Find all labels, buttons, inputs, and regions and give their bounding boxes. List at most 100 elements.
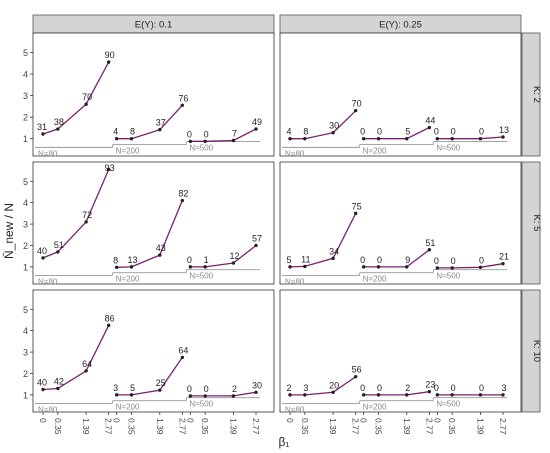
data-point [254,127,258,131]
y-tick-label: 5 [23,48,28,58]
data-label: 31 [37,122,47,132]
row-strip [521,32,541,157]
data-label: 0 [204,384,209,394]
panel-frame [279,32,522,157]
data-label: 70 [82,92,92,102]
data-label: 2 [232,384,237,394]
n-label: N=200 [363,147,387,156]
data-label: 90 [105,50,115,60]
data-label: 0 [360,383,365,393]
panel-frame [279,161,522,285]
data-point [478,393,483,397]
data-point [361,137,366,141]
data-point [129,137,134,141]
data-label: 82 [178,189,188,199]
x-tick-label: 2.77 [424,418,434,435]
data-label: 4 [113,127,118,137]
row-strip-label: K: 5 [531,215,542,232]
data-label: 0 [204,129,209,139]
x-tick-label: 0.35 [200,418,210,435]
x-tick-label: 0.35 [127,418,137,435]
n-label: N=500 [436,144,460,153]
series-line [190,244,257,268]
data-point [180,103,185,107]
data-point [353,108,358,113]
n-label: N=80 [285,149,305,158]
data-point [331,390,335,395]
series-line [42,325,110,391]
data-point [106,60,111,64]
data-label: 1 [204,255,209,265]
n-label: N=200 [116,403,140,412]
data-point [435,393,440,397]
data-label: 21 [499,252,509,262]
data-point [84,102,88,106]
data-label: 5 [286,255,291,265]
x-tick-label: 0.35 [300,418,310,435]
data-point [303,393,307,397]
data-point [203,139,207,144]
series-line [116,104,183,140]
data-point [129,393,134,397]
data-point [114,137,119,141]
y-tick-label: 1 [23,390,28,400]
y-tick-label: 5 [23,177,28,187]
column-strip-label: E(Y): 0.25 [379,20,422,31]
data-point [435,266,440,270]
data-point [288,393,292,397]
x-tick-label: 2.77 [104,418,114,435]
data-label: 0 [377,127,382,137]
y-tick-label: 4 [23,198,28,208]
row-strip-label: K: 2 [531,86,542,103]
data-label: 4 [286,127,291,137]
data-point [427,248,432,252]
data-point [353,211,358,216]
series-line [116,357,183,396]
data-point [331,130,335,135]
series-line [363,126,430,140]
column-strip-label: E(Y): 0.1 [135,20,173,31]
data-point [478,265,483,270]
data-label: 0 [187,384,192,394]
data-point [361,393,366,397]
data-label: 37 [156,118,166,128]
data-point [114,393,119,397]
data-label: 75 [352,201,362,211]
n-label: N=200 [363,275,387,284]
data-label: 0 [451,127,456,137]
data-label: 0 [479,383,484,393]
data-point [188,265,193,269]
data-point [180,355,185,360]
data-point [254,243,258,248]
n-label: N=500 [189,272,213,281]
data-label: 49 [252,117,262,127]
data-point [427,389,432,394]
row-strip-label: K: 10 [531,340,542,362]
data-label: 0 [479,255,484,265]
x-tick-label: 0.35 [53,418,63,435]
data-label: 2 [286,383,291,393]
data-label: 38 [54,117,64,127]
data-point [376,137,381,141]
data-point [501,135,505,139]
n-label: N=80 [38,405,58,414]
data-point [56,127,60,131]
data-label: 0 [479,127,484,137]
data-point [158,388,162,392]
data-point [203,265,207,269]
series-line [190,128,257,142]
data-label: 0 [451,383,456,393]
data-label: 56 [352,365,362,375]
y-tick-label: 4 [23,70,28,80]
data-point [56,250,60,254]
data-point [303,264,307,269]
data-label: 13 [499,125,509,135]
data-label: 0 [434,383,439,393]
data-label: 0 [434,127,439,137]
series-line [290,376,357,396]
series-line [190,391,257,397]
data-point [41,256,45,260]
data-label: 5 [405,127,410,137]
data-label: 0 [377,383,382,393]
data-point [288,137,292,141]
